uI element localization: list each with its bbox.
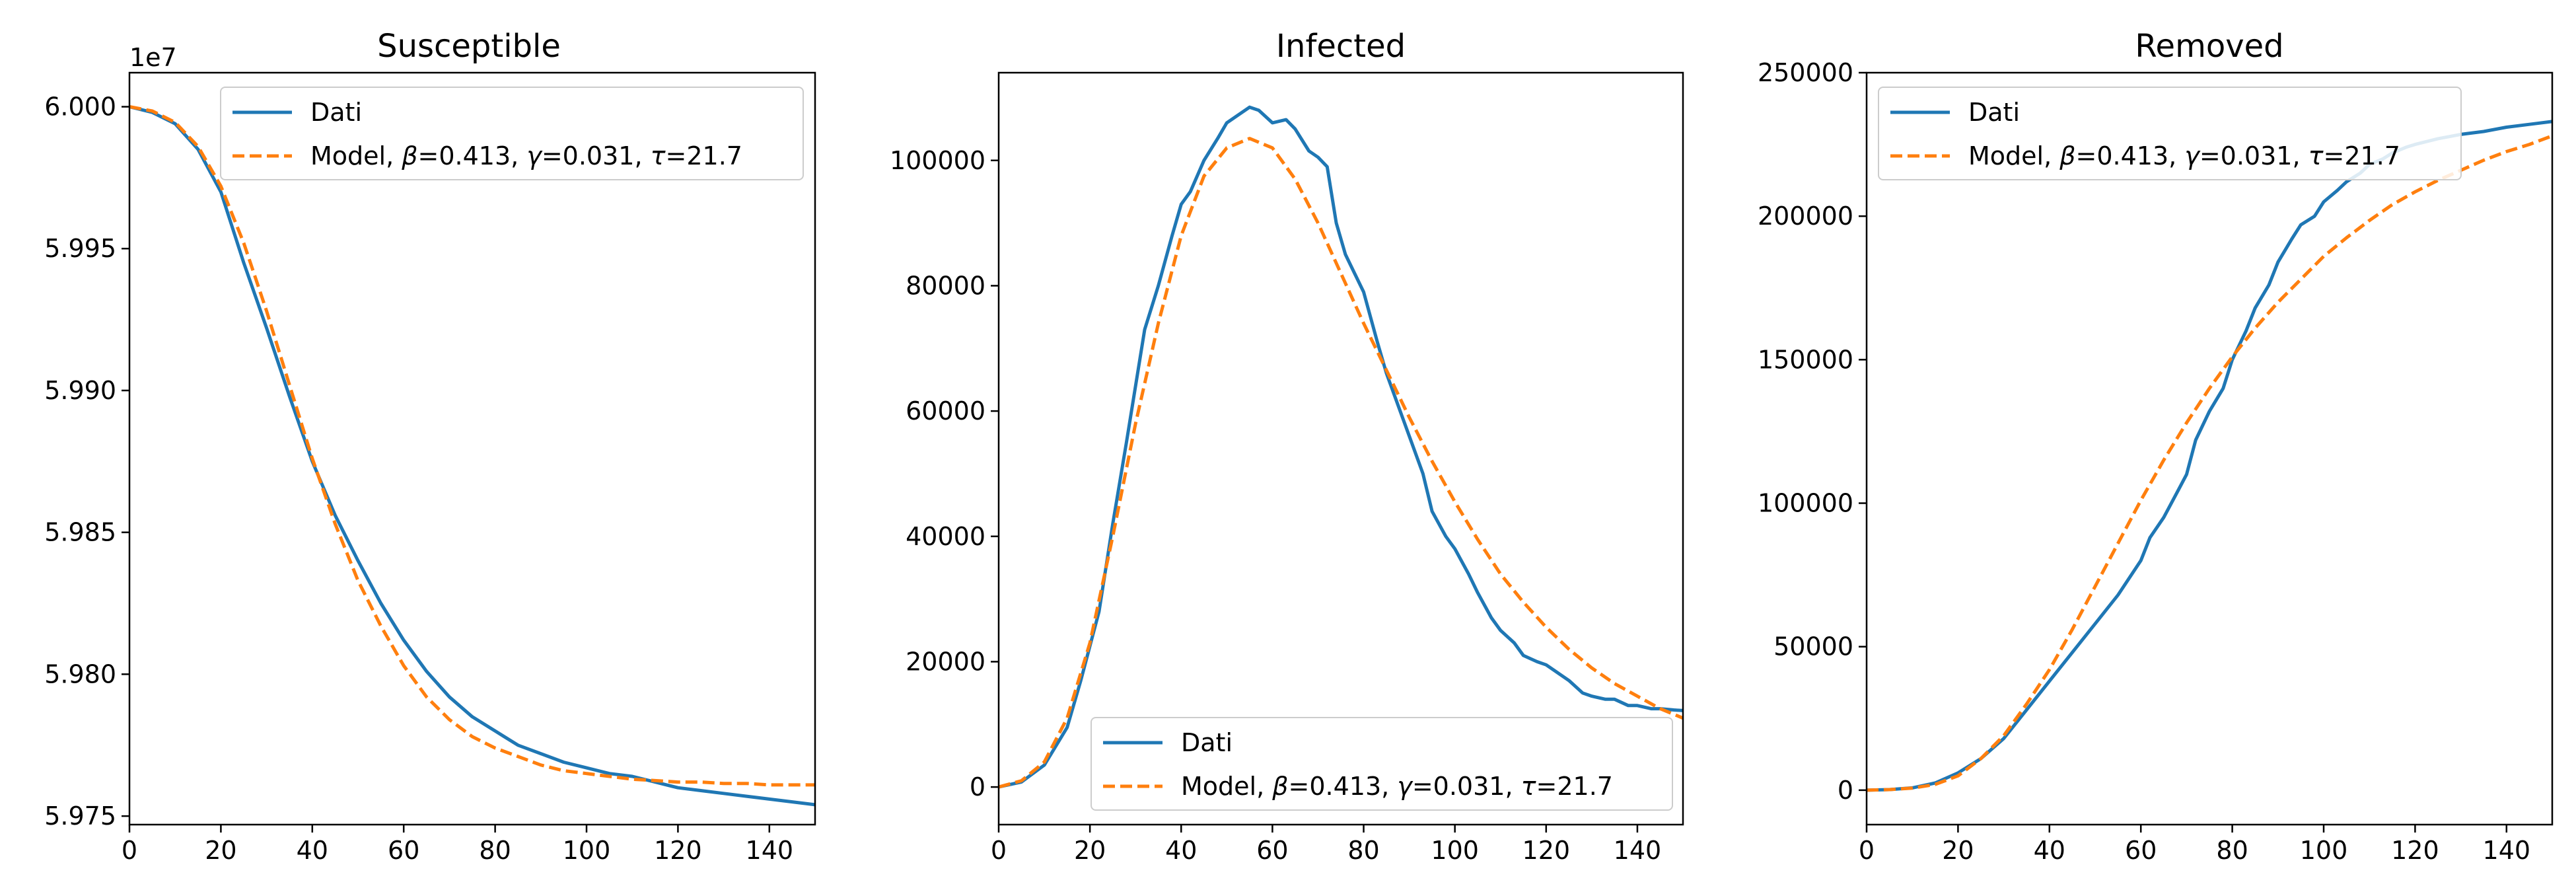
infected-legend-label-dati: Dati — [1181, 728, 1233, 757]
infected-panel: Infected 0 20 40 60 80 100 120 140 0 20000 40000 60… — [890, 28, 1684, 865]
removed-y-tick-label: 0 — [1838, 776, 1853, 805]
infected-legend-label-model: Model, β=0.413, γ=0.031, τ=21.7 — [1181, 772, 1613, 801]
infected-series-model-line — [999, 137, 1683, 789]
removed-series-model-line — [1867, 134, 2552, 792]
removed-x-tick-label: 60 — [2125, 836, 2157, 865]
removed-axes-frame — [1865, 71, 2554, 826]
infected-y-tick-label: 80000 — [906, 271, 985, 300]
removed-x-tick-label: 100 — [2300, 836, 2348, 865]
removed-y-tick-label: 150000 — [1758, 345, 1853, 374]
susceptible-x-tick-label: 100 — [563, 836, 611, 865]
susceptible-x-tick-label: 60 — [388, 836, 419, 865]
removed-legend-label-dati: Dati — [1968, 98, 2020, 127]
infected-x-tick-label: 20 — [1074, 836, 1106, 865]
infected-x-tick-label: 120 — [1522, 836, 1571, 865]
susceptible-series-model-line — [129, 105, 815, 787]
susceptible-legend-label-model: Model, β=0.413, γ=0.031, τ=21.7 — [310, 141, 742, 170]
removed-y-tick-label: 200000 — [1758, 202, 1853, 231]
infected-y-tick-label: 60000 — [906, 396, 985, 426]
susceptible-x-tick-label: 40 — [297, 836, 328, 865]
susceptible-y-tick-label: 6.000 — [44, 93, 116, 122]
susceptible-y-tick-label: 5.980 — [44, 659, 116, 688]
infected-axes-frame — [997, 71, 1684, 826]
susceptible-x-tick-label: 0 — [122, 836, 137, 865]
removed-x-tick-label: 20 — [1942, 836, 1974, 865]
infected-x-tick-label: 40 — [1165, 836, 1197, 865]
infected-x-tick-label: 0 — [991, 836, 1007, 865]
removed-legend-box — [1878, 87, 2462, 180]
removed-legend-label-model: Model, β=0.413, γ=0.031, τ=21.7 — [1968, 141, 2400, 170]
infected-title: Infected — [1276, 28, 1406, 65]
infected-y-tick-label: 100000 — [890, 146, 985, 175]
infected-x-tick-label: 100 — [1431, 836, 1479, 865]
susceptible-y-tick-label: 5.975 — [44, 801, 116, 831]
removed-x-tick-label: 140 — [2483, 836, 2531, 865]
removed-title: Removed — [2135, 28, 2283, 65]
susceptible-panel: Susceptible 1e7 0 20 40 60 80 100 120 140 5.975 5… — [44, 28, 816, 865]
removed-x-tick-label: 120 — [2391, 836, 2439, 865]
susceptible-offset-text: 1e7 — [129, 43, 177, 72]
infected-legend-box — [1091, 717, 1673, 811]
susceptible-x-tick-label: 20 — [205, 836, 236, 865]
susceptible-legend-label-dati: Dati — [310, 98, 362, 127]
removed-x-tick-label: 0 — [1859, 836, 1875, 865]
removed-panel: Removed 0 20 40 60 80 100 120 140 0 50000 100000 15… — [1758, 28, 2554, 865]
removed-x-tick-label: 80 — [2216, 836, 2248, 865]
susceptible-x-tick-label: 140 — [746, 836, 794, 865]
susceptible-y-tick-label: 5.995 — [44, 234, 116, 263]
susceptible-axes-frame — [128, 71, 816, 826]
removed-x-tick-label: 40 — [2034, 836, 2065, 865]
removed-y-tick-label: 100000 — [1758, 489, 1853, 518]
susceptible-x-tick-label: 120 — [654, 836, 702, 865]
susceptible-x-tick-label: 80 — [479, 836, 511, 865]
susceptible-legend-box — [220, 87, 804, 180]
infected-y-tick-label: 0 — [970, 772, 985, 801]
susceptible-y-tick-label: 5.990 — [44, 376, 116, 405]
infected-y-tick-label: 40000 — [906, 522, 985, 551]
infected-x-tick-label: 140 — [1614, 836, 1662, 865]
susceptible-y-tick-label: 5.985 — [44, 518, 116, 547]
infected-x-tick-label: 60 — [1256, 836, 1288, 865]
susceptible-title: Susceptible — [377, 28, 561, 65]
infected-x-tick-label: 80 — [1347, 836, 1379, 865]
infected-series-dati-line — [999, 105, 1683, 789]
removed-y-tick-label: 50000 — [1773, 632, 1853, 661]
removed-y-tick-label: 250000 — [1758, 58, 1853, 87]
susceptible-series-dati-line — [129, 105, 815, 807]
infected-y-tick-label: 20000 — [906, 647, 985, 676]
